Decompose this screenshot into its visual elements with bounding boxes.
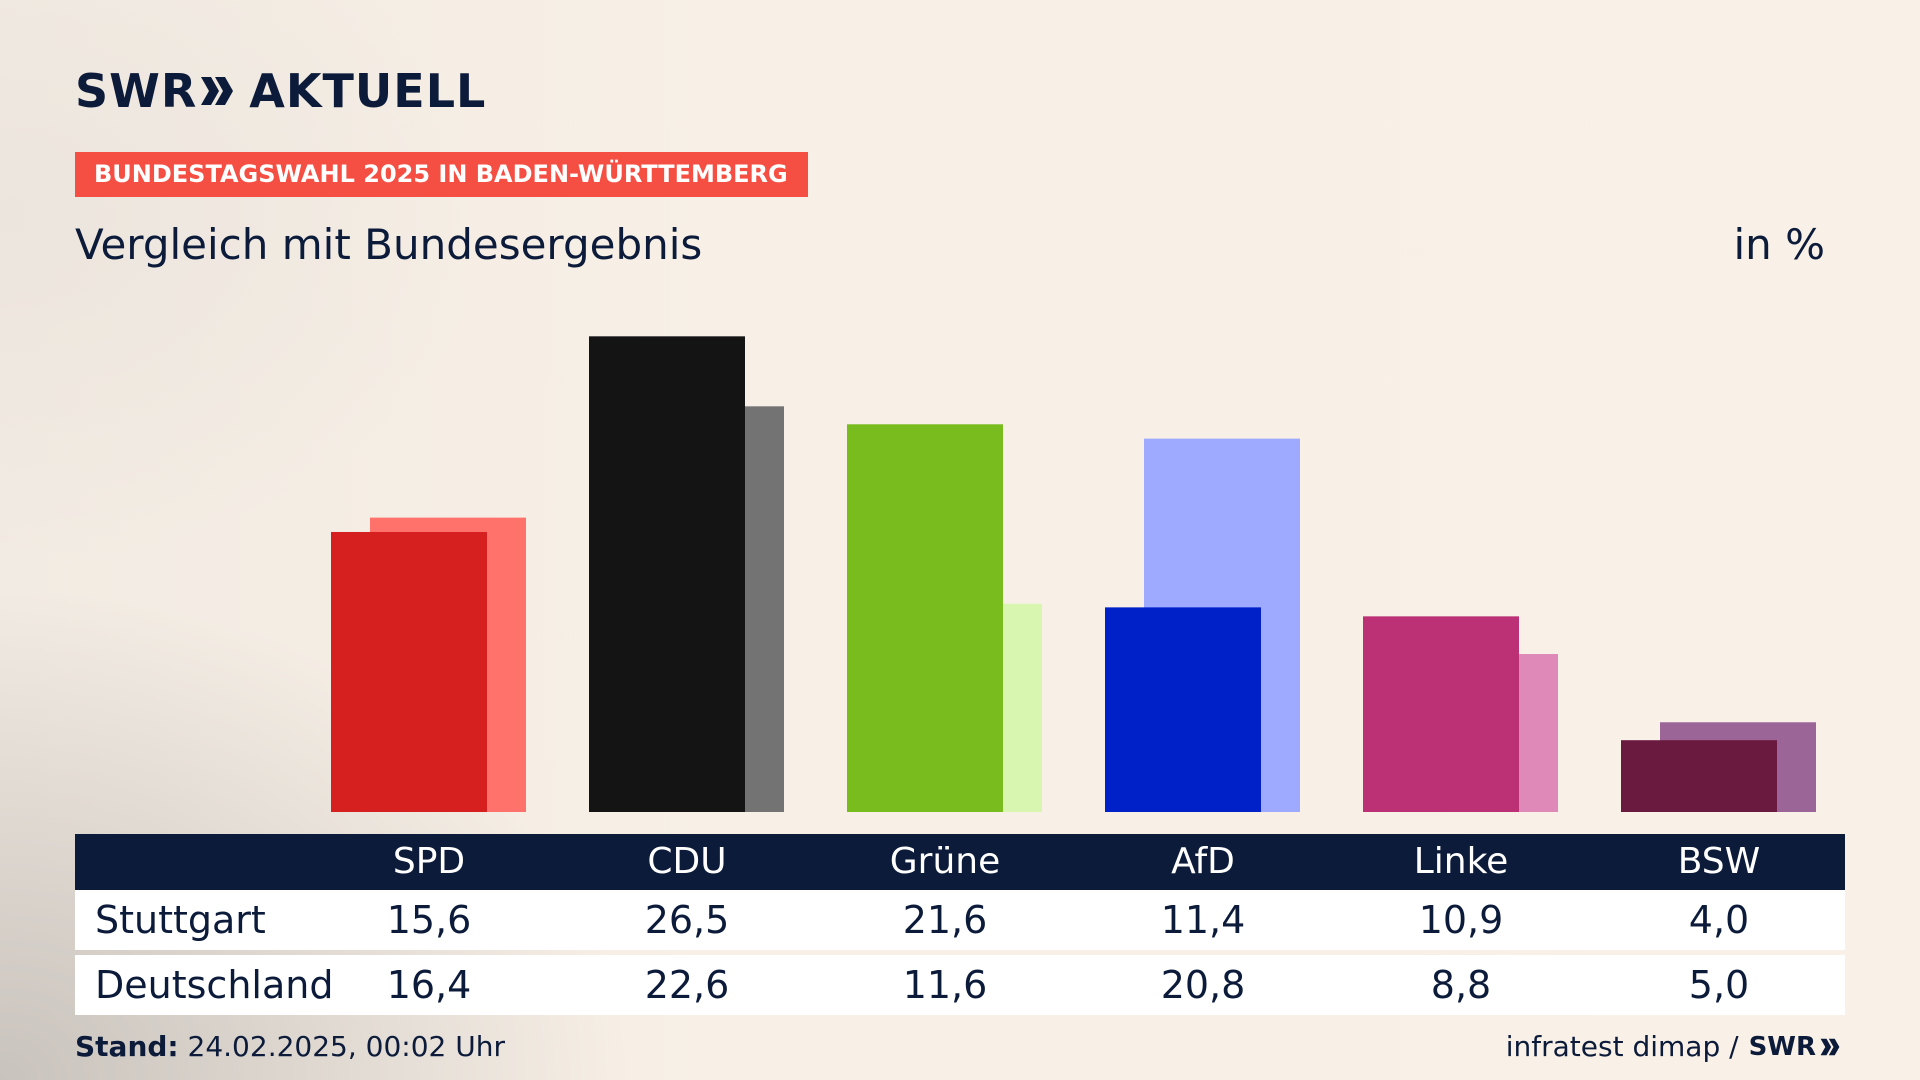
bar-stuttgart-spd	[331, 531, 487, 812]
value-stuttgart-grne: 21,6	[902, 898, 988, 942]
logo-aktuell-text: AKTUELL	[249, 64, 487, 118]
chart-subtitle: Vergleich mit Bundesergebnis	[75, 220, 703, 269]
bar-deutschland-grne	[886, 603, 1042, 812]
bar-stuttgart-cdu	[589, 336, 745, 812]
table-row-deutschland: Deutschland 16,4 22,6 11,6 20,8 8,8 5,0	[75, 955, 1845, 1015]
value-deutschland-linke: 8,8	[1430, 963, 1492, 1007]
value-stuttgart-cdu: 26,5	[644, 898, 730, 942]
bar-deutschland-afd	[1144, 438, 1300, 812]
bar-deutschland-bsw	[1660, 722, 1816, 812]
logo-swr-text: SWR	[75, 64, 198, 118]
row-label-stuttgart: Stuttgart	[95, 898, 266, 942]
table-row-stuttgart: Stuttgart 15,6 26,5 21,6 11,4 10,9 4,0	[75, 890, 1845, 950]
bar-stuttgart-linke	[1363, 616, 1519, 812]
row-label-deutschland: Deutschland	[95, 963, 334, 1007]
header-bsw: BSW	[1677, 841, 1761, 882]
bar-stuttgart-afd	[1105, 607, 1261, 812]
stand-label: Stand:	[75, 1030, 179, 1063]
header-grne: Grüne	[889, 841, 1001, 882]
header-spd: SPD	[392, 841, 466, 882]
source-logo-text: SWR	[1748, 1031, 1816, 1062]
value-stuttgart-spd: 15,6	[386, 898, 472, 942]
value-deutschland-afd: 20,8	[1160, 963, 1246, 1007]
value-deutschland-cdu: 22,6	[644, 963, 730, 1007]
source-credit: infratest dimap / SWR	[1506, 1030, 1842, 1063]
value-deutschland-grne: 11,6	[902, 963, 988, 1007]
bar-deutschland-cdu	[628, 406, 784, 812]
unit-label: in %	[1733, 220, 1825, 269]
small-double-chevron-icon	[1820, 1038, 1840, 1055]
bar-deutschland-linke	[1402, 654, 1558, 812]
value-stuttgart-afd: 11,4	[1160, 898, 1246, 942]
header-afd: AfD	[1171, 841, 1235, 882]
table-header: SPD CDU Grüne AfD Linke BSW	[75, 834, 1845, 890]
timestamp: Stand: 24.02.2025, 00:02 Uhr	[75, 1030, 505, 1063]
bar-deutschland-spd	[370, 517, 526, 812]
header-linke: Linke	[1413, 841, 1509, 882]
value-stuttgart-linke: 10,9	[1418, 898, 1504, 942]
header-cdu: CDU	[647, 841, 727, 882]
value-deutschland-spd: 16,4	[386, 963, 472, 1007]
results-table: SPD CDU Grüne AfD Linke BSW Stuttgart 15,6 26,…	[75, 834, 1845, 1015]
bar-stuttgart-grne	[847, 424, 1003, 812]
stand-value: 24.02.2025, 00:02 Uhr	[187, 1030, 505, 1063]
election-banner: BUNDESTAGSWAHL 2025 IN BADEN-WÜRTTEMBERG	[75, 152, 808, 197]
swr-aktuell-logo: SWR AKTUELL	[75, 64, 487, 118]
double-chevron-icon	[201, 77, 234, 105]
value-stuttgart-bsw: 4,0	[1688, 898, 1750, 942]
bar-stuttgart-bsw	[1621, 740, 1777, 812]
source-logo: SWR	[1749, 1032, 1842, 1062]
value-deutschland-bsw: 5,0	[1688, 963, 1750, 1007]
source-text: infratest dimap /	[1505, 1030, 1739, 1063]
